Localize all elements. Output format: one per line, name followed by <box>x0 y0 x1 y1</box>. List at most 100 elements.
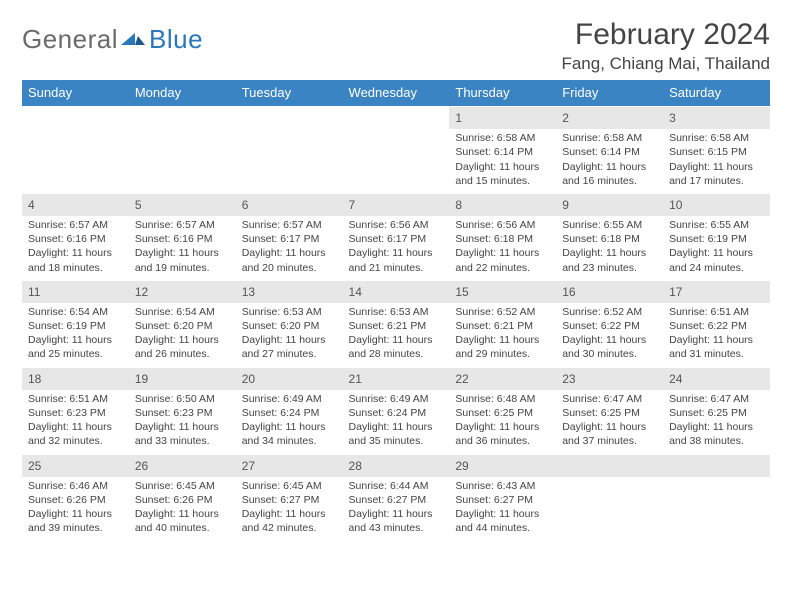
day-number: 13 <box>236 281 343 303</box>
day-number: 24 <box>663 368 770 390</box>
sunset-text: Sunset: 6:18 PM <box>455 232 550 246</box>
daylight-text: and 44 minutes. <box>455 521 550 535</box>
logo-mark-icon <box>121 27 145 52</box>
day-cell: Sunrise: 6:43 AMSunset: 6:27 PMDaylight:… <box>449 477 556 542</box>
location-subtitle: Fang, Chiang Mai, Thailand <box>561 54 770 74</box>
sunrise-text: Sunrise: 6:51 AM <box>28 392 123 406</box>
sunrise-text: Sunrise: 6:56 AM <box>349 218 444 232</box>
daylight-text: and 31 minutes. <box>669 347 764 361</box>
day-number-row: 18192021222324 <box>22 368 770 390</box>
calendar-table: Sunday Monday Tuesday Wednesday Thursday… <box>22 80 770 541</box>
day-cell: Sunrise: 6:58 AMSunset: 6:14 PMDaylight:… <box>556 129 663 194</box>
day-number: 14 <box>343 281 450 303</box>
daylight-text: and 40 minutes. <box>135 521 230 535</box>
day-header: Thursday <box>449 80 556 107</box>
day-cell: Sunrise: 6:48 AMSunset: 6:25 PMDaylight:… <box>449 390 556 455</box>
daylight-text: and 42 minutes. <box>242 521 337 535</box>
day-header: Saturday <box>663 80 770 107</box>
day-cell <box>343 129 450 194</box>
sunset-text: Sunset: 6:15 PM <box>669 145 764 159</box>
day-number <box>663 455 770 477</box>
sunrise-text: Sunrise: 6:58 AM <box>455 131 550 145</box>
day-cell: Sunrise: 6:49 AMSunset: 6:24 PMDaylight:… <box>343 390 450 455</box>
day-number-row: 123 <box>22 107 770 130</box>
day-cell: Sunrise: 6:47 AMSunset: 6:25 PMDaylight:… <box>663 390 770 455</box>
sunset-text: Sunset: 6:23 PM <box>135 406 230 420</box>
sunrise-text: Sunrise: 6:57 AM <box>242 218 337 232</box>
day-number: 26 <box>129 455 236 477</box>
day-cell: Sunrise: 6:58 AMSunset: 6:14 PMDaylight:… <box>449 129 556 194</box>
day-number: 23 <box>556 368 663 390</box>
sunset-text: Sunset: 6:20 PM <box>135 319 230 333</box>
sunrise-text: Sunrise: 6:47 AM <box>562 392 657 406</box>
day-number: 29 <box>449 455 556 477</box>
daylight-text: Daylight: 11 hours <box>242 507 337 521</box>
sunrise-text: Sunrise: 6:49 AM <box>242 392 337 406</box>
daylight-text: and 21 minutes. <box>349 261 444 275</box>
day-cell: Sunrise: 6:56 AMSunset: 6:17 PMDaylight:… <box>343 216 450 281</box>
sunrise-text: Sunrise: 6:54 AM <box>28 305 123 319</box>
daylight-text: and 26 minutes. <box>135 347 230 361</box>
day-cell: Sunrise: 6:49 AMSunset: 6:24 PMDaylight:… <box>236 390 343 455</box>
daylight-text: Daylight: 11 hours <box>669 160 764 174</box>
day-cell <box>22 129 129 194</box>
day-cell: Sunrise: 6:52 AMSunset: 6:21 PMDaylight:… <box>449 303 556 368</box>
sunset-text: Sunset: 6:20 PM <box>242 319 337 333</box>
sunset-text: Sunset: 6:21 PM <box>455 319 550 333</box>
logo: General Blue <box>22 18 203 55</box>
day-cell: Sunrise: 6:45 AMSunset: 6:26 PMDaylight:… <box>129 477 236 542</box>
day-number: 4 <box>22 194 129 216</box>
day-cell: Sunrise: 6:55 AMSunset: 6:19 PMDaylight:… <box>663 216 770 281</box>
daylight-text: Daylight: 11 hours <box>349 333 444 347</box>
day-number: 11 <box>22 281 129 303</box>
day-number: 6 <box>236 194 343 216</box>
daylight-text: Daylight: 11 hours <box>562 420 657 434</box>
daylight-text: and 18 minutes. <box>28 261 123 275</box>
daylight-text: Daylight: 11 hours <box>28 246 123 260</box>
day-number: 8 <box>449 194 556 216</box>
day-number: 18 <box>22 368 129 390</box>
daylight-text: Daylight: 11 hours <box>669 246 764 260</box>
daylight-text: Daylight: 11 hours <box>455 246 550 260</box>
day-number: 22 <box>449 368 556 390</box>
sunset-text: Sunset: 6:25 PM <box>669 406 764 420</box>
sunset-text: Sunset: 6:27 PM <box>349 493 444 507</box>
daylight-text: Daylight: 11 hours <box>28 420 123 434</box>
daylight-text: Daylight: 11 hours <box>242 333 337 347</box>
sunrise-text: Sunrise: 6:45 AM <box>242 479 337 493</box>
daylight-text: and 29 minutes. <box>455 347 550 361</box>
daylight-text: and 37 minutes. <box>562 434 657 448</box>
sunrise-text: Sunrise: 6:53 AM <box>242 305 337 319</box>
day-number-row: 2526272829 <box>22 455 770 477</box>
daylight-text: and 38 minutes. <box>669 434 764 448</box>
day-header: Monday <box>129 80 236 107</box>
day-cell: Sunrise: 6:54 AMSunset: 6:19 PMDaylight:… <box>22 303 129 368</box>
day-cell: Sunrise: 6:58 AMSunset: 6:15 PMDaylight:… <box>663 129 770 194</box>
day-number: 19 <box>129 368 236 390</box>
day-cell: Sunrise: 6:57 AMSunset: 6:17 PMDaylight:… <box>236 216 343 281</box>
sunrise-text: Sunrise: 6:43 AM <box>455 479 550 493</box>
sunset-text: Sunset: 6:27 PM <box>455 493 550 507</box>
day-number: 7 <box>343 194 450 216</box>
day-cell: Sunrise: 6:57 AMSunset: 6:16 PMDaylight:… <box>129 216 236 281</box>
day-cell: Sunrise: 6:54 AMSunset: 6:20 PMDaylight:… <box>129 303 236 368</box>
daylight-text: Daylight: 11 hours <box>562 160 657 174</box>
sunset-text: Sunset: 6:21 PM <box>349 319 444 333</box>
sunrise-text: Sunrise: 6:47 AM <box>669 392 764 406</box>
sunrise-text: Sunrise: 6:55 AM <box>669 218 764 232</box>
sunset-text: Sunset: 6:16 PM <box>135 232 230 246</box>
day-content-row: Sunrise: 6:46 AMSunset: 6:26 PMDaylight:… <box>22 477 770 542</box>
day-number: 21 <box>343 368 450 390</box>
daylight-text: and 27 minutes. <box>242 347 337 361</box>
day-cell: Sunrise: 6:51 AMSunset: 6:23 PMDaylight:… <box>22 390 129 455</box>
daylight-text: and 22 minutes. <box>455 261 550 275</box>
daylight-text: and 35 minutes. <box>349 434 444 448</box>
day-cell <box>663 477 770 542</box>
sunrise-text: Sunrise: 6:45 AM <box>135 479 230 493</box>
sunset-text: Sunset: 6:17 PM <box>349 232 444 246</box>
day-number: 3 <box>663 107 770 130</box>
day-number: 28 <box>343 455 450 477</box>
day-header: Sunday <box>22 80 129 107</box>
day-cell: Sunrise: 6:47 AMSunset: 6:25 PMDaylight:… <box>556 390 663 455</box>
day-cell: Sunrise: 6:53 AMSunset: 6:21 PMDaylight:… <box>343 303 450 368</box>
